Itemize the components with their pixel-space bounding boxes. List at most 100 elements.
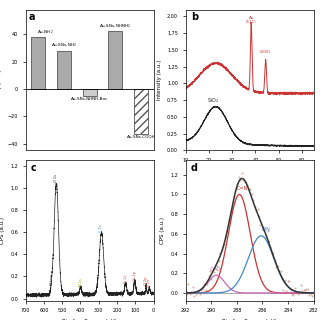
Text: Au-SNs-NHNH$_2$: Au-SNs-NHNH$_2$ (99, 22, 131, 30)
Text: Au-SNs-NHNH-Boc: Au-SNs-NHNH-Boc (71, 97, 108, 101)
Text: Au-NH$_2$: Au-NH$_2$ (37, 28, 54, 36)
Point (251, 198, 256, 203)
Point (195, 288, 200, 293)
Point (225, 228, 230, 233)
Point (258, 223, 263, 228)
Point (301, 288, 306, 293)
Point (190, 284, 195, 290)
Y-axis label: CPS (a.u.): CPS (a.u.) (0, 217, 5, 244)
Point (264, 233, 269, 238)
Y-axis label: Intensity (a.u.): Intensity (a.u.) (156, 60, 162, 100)
Point (259, 224, 264, 229)
Point (298, 283, 303, 288)
Point (279, 276, 284, 281)
Text: Au-SNs-NH$_2$: Au-SNs-NH$_2$ (51, 42, 77, 49)
Point (307, 293, 312, 298)
Point (238, 177, 243, 182)
Text: c: c (31, 163, 36, 173)
Point (248, 187, 253, 192)
Point (265, 229, 270, 234)
Text: C 1s: C 1s (100, 224, 103, 232)
Y-axis label: CPS (a.u.): CPS (a.u.) (160, 217, 165, 244)
Point (281, 288, 286, 293)
Point (302, 288, 308, 293)
Point (285, 278, 290, 284)
Point (284, 289, 289, 294)
Text: O 2p: O 2p (144, 277, 148, 285)
X-axis label: Angle 2θ (°): Angle 2θ (°) (233, 169, 266, 173)
Point (226, 218, 231, 223)
Text: Au-SNs-COOH: Au-SNs-COOH (126, 135, 155, 140)
X-axis label: Binding Energy (eV): Binding Energy (eV) (62, 319, 117, 320)
Point (204, 282, 210, 287)
Point (276, 269, 282, 274)
Point (311, 293, 316, 298)
Point (269, 251, 275, 256)
Point (291, 293, 296, 298)
Text: (200): (200) (260, 50, 271, 54)
Point (288, 288, 293, 293)
X-axis label: Binding Energy (eV): Binding Energy (eV) (222, 319, 277, 320)
Point (300, 289, 305, 294)
Point (267, 238, 272, 244)
Point (207, 268, 212, 273)
Bar (108, 31, 122, 89)
Point (239, 171, 244, 176)
Point (197, 292, 203, 297)
Point (271, 250, 276, 255)
Point (222, 241, 227, 246)
Point (297, 291, 302, 296)
Point (220, 245, 226, 250)
Point (187, 291, 192, 296)
Point (241, 177, 246, 182)
Point (229, 207, 234, 212)
Text: O 2s: O 2s (148, 279, 151, 287)
Point (216, 258, 221, 263)
Point (218, 250, 223, 255)
Point (223, 234, 228, 239)
Text: C=N: C=N (236, 186, 248, 190)
Point (249, 191, 254, 196)
Point (206, 273, 211, 278)
Point (183, 289, 188, 294)
Point (252, 204, 257, 210)
Point (215, 263, 220, 268)
Point (202, 282, 207, 287)
Point (295, 292, 300, 297)
Point (232, 193, 237, 198)
Point (192, 293, 197, 298)
Point (189, 290, 194, 295)
Point (235, 182, 240, 187)
Point (203, 287, 208, 292)
Point (200, 286, 205, 292)
Text: O 1s: O 1s (54, 174, 58, 182)
Text: Si 2p: Si 2p (133, 271, 137, 280)
Point (210, 267, 215, 272)
Point (212, 269, 217, 275)
Point (262, 225, 267, 230)
Point (256, 214, 261, 219)
Text: Si 2s: Si 2s (124, 275, 128, 283)
Bar (83, 89, 97, 96)
Point (272, 258, 277, 263)
Text: C-N: C-N (262, 227, 271, 232)
Point (278, 268, 283, 273)
Point (292, 286, 298, 291)
Point (304, 287, 309, 292)
Point (230, 200, 236, 205)
Text: d: d (191, 163, 198, 173)
Point (186, 282, 191, 287)
Bar (57, 51, 71, 89)
Point (199, 287, 204, 292)
Text: a: a (28, 12, 35, 22)
Point (233, 187, 238, 192)
Text: O loss: O loss (50, 275, 53, 285)
Point (253, 208, 259, 213)
Point (219, 247, 224, 252)
Y-axis label: ζ (mV): ζ (mV) (0, 70, 2, 90)
Text: N 1s: N 1s (79, 278, 83, 286)
Text: C=O: C=O (209, 267, 221, 272)
Point (261, 227, 266, 232)
Point (213, 266, 218, 271)
Point (193, 292, 198, 297)
